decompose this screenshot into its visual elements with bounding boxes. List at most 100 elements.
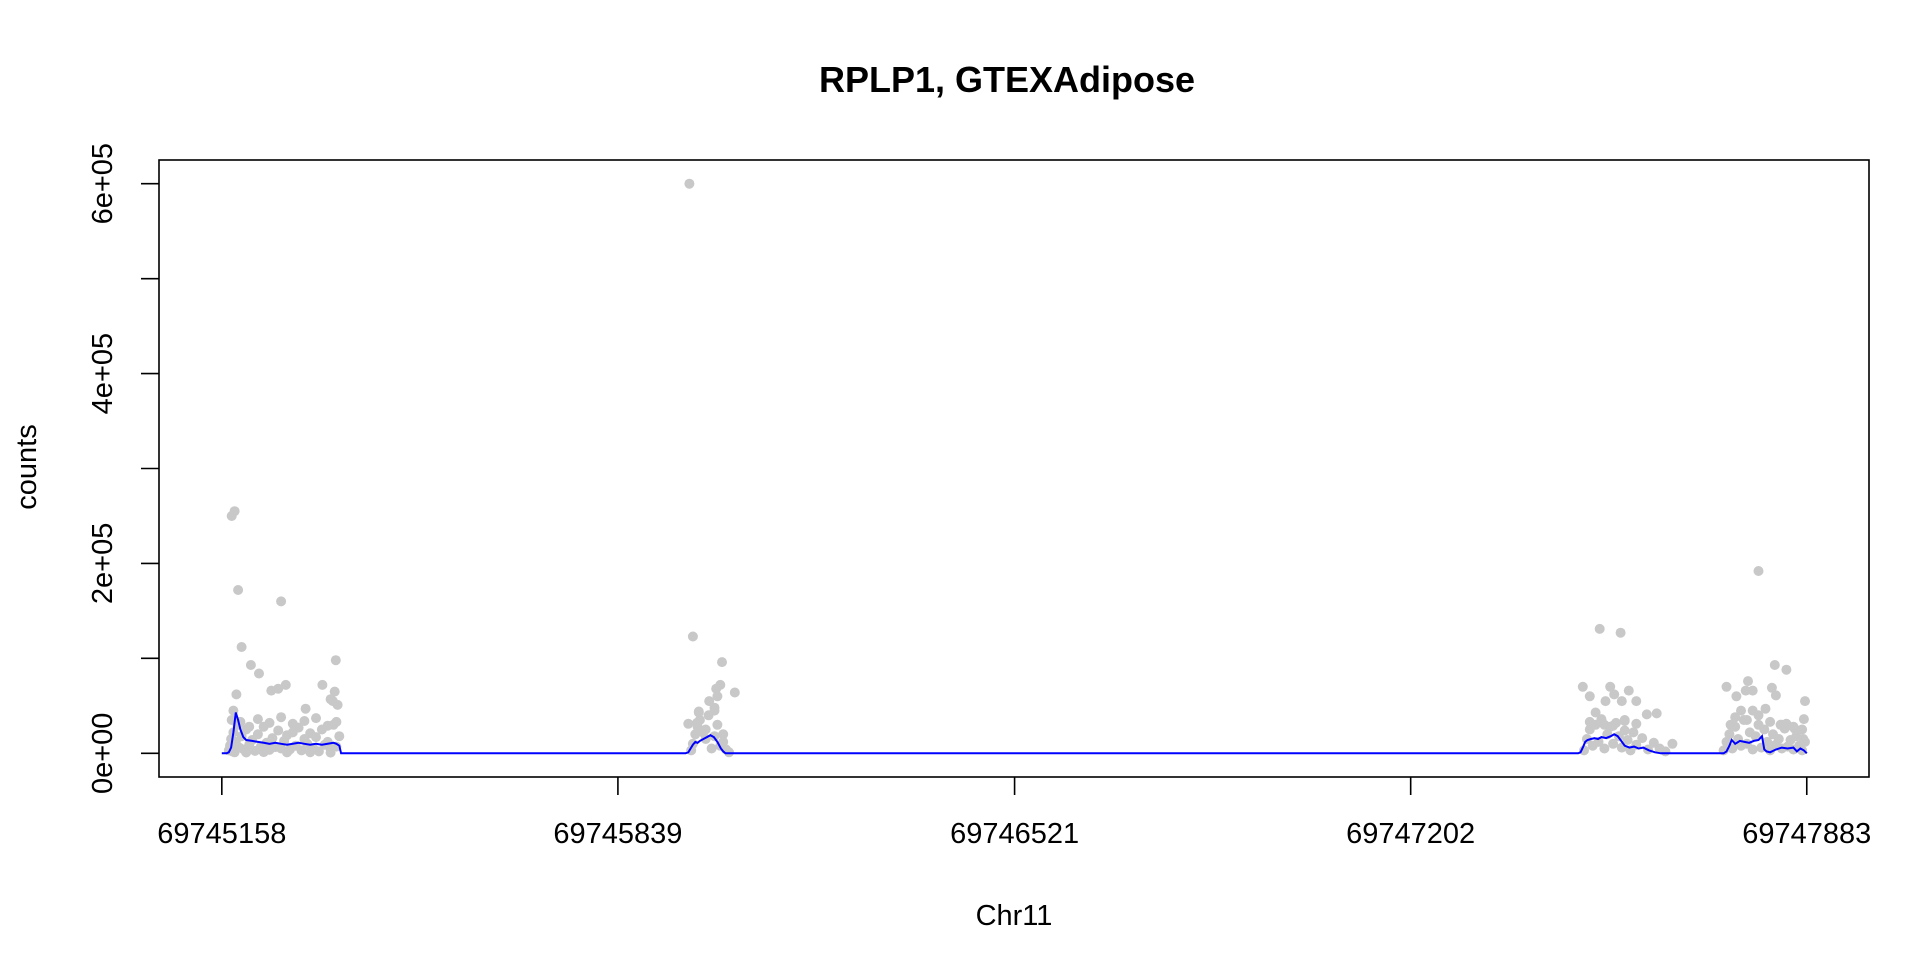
data-point (1721, 681, 1732, 692)
data-point (1781, 664, 1792, 675)
data-point (1750, 731, 1761, 742)
data-point (1798, 734, 1809, 744)
y-tick-label: 2e+05 (87, 523, 119, 604)
data-point (233, 585, 244, 595)
data-point (1608, 720, 1619, 731)
data-point (729, 687, 740, 698)
data-point (1594, 623, 1605, 634)
data-point (330, 655, 341, 666)
y-tick-label: 4e+05 (87, 333, 119, 414)
x-axis-label: Chr11 (976, 900, 1053, 932)
data-point (1599, 719, 1610, 730)
data-points (223, 178, 1810, 758)
data-point (1798, 714, 1809, 725)
data-point (1616, 696, 1627, 707)
data-point (1577, 681, 1588, 692)
data-point (709, 731, 720, 742)
data-point (313, 746, 324, 757)
data-point (1622, 735, 1633, 745)
x-axis: 69745158 69745839 69746521 69747202 69747883 (157, 777, 1871, 850)
data-point (690, 729, 701, 740)
data-point (712, 719, 723, 730)
data-point (1747, 705, 1758, 716)
data-point (317, 679, 328, 690)
data-point (1800, 696, 1810, 707)
data-point (687, 631, 698, 642)
data-point (280, 679, 291, 690)
data-point (1667, 738, 1678, 749)
chart-title: RPLP1, GTEXAdipose (819, 59, 1195, 100)
data-point (1769, 660, 1780, 670)
data-point (1605, 681, 1616, 692)
x-tick-label: 69747202 (1346, 818, 1475, 850)
x-tick-label: 69746521 (950, 818, 1079, 850)
data-point (258, 747, 269, 758)
data-point (1765, 716, 1776, 727)
data-point (1619, 715, 1630, 725)
data-point (712, 691, 723, 702)
data-point (1623, 685, 1634, 696)
data-point (241, 747, 252, 758)
data-point (1770, 690, 1781, 701)
data-point (1608, 738, 1619, 749)
data-point (322, 720, 333, 731)
data-point (300, 703, 311, 714)
data-point (231, 689, 242, 700)
data-point (692, 717, 702, 728)
data-point (244, 721, 255, 732)
data-point (296, 745, 307, 756)
data-point (1631, 718, 1642, 729)
data-point (252, 729, 263, 740)
data-point (1725, 719, 1736, 730)
data-point (254, 668, 264, 679)
data-point (717, 657, 727, 668)
data-point (282, 747, 292, 758)
data-point (1781, 718, 1792, 729)
data-point (1637, 733, 1648, 744)
data-point (264, 717, 275, 728)
data-point (1740, 685, 1751, 696)
data-point (1609, 689, 1620, 700)
data-point (325, 747, 336, 758)
x-tick-label: 69745158 (157, 818, 286, 850)
data-point (718, 736, 729, 747)
data-point (700, 724, 711, 735)
data-point (693, 706, 704, 717)
data-point (1753, 566, 1764, 576)
data-point (327, 696, 338, 707)
data-point (1628, 727, 1639, 738)
data-point (709, 702, 720, 713)
data-point (1741, 715, 1752, 725)
y-axis-label: counts (11, 424, 43, 509)
data-point (287, 718, 298, 729)
data-point (1731, 691, 1742, 702)
data-point (718, 729, 729, 740)
data-point (1730, 712, 1741, 723)
data-point (1724, 729, 1735, 740)
data-point (1584, 716, 1595, 727)
data-point (229, 747, 240, 758)
y-axis: 0e+00 2e+05 4e+05 6e+05 (87, 143, 159, 794)
data-point (311, 713, 321, 724)
data-point (715, 679, 726, 690)
data-point (1660, 746, 1671, 757)
data-point (229, 506, 240, 517)
data-point (1651, 708, 1662, 719)
data-point (276, 596, 287, 607)
data-point (1747, 685, 1758, 696)
data-point (1641, 709, 1652, 720)
y-tick-label: 6e+05 (87, 143, 119, 224)
data-point (684, 178, 695, 189)
data-point (706, 743, 717, 754)
data-point (1760, 703, 1771, 714)
data-point (267, 733, 278, 744)
data-point (1631, 696, 1642, 707)
data-point (1766, 682, 1777, 693)
data-point (273, 683, 284, 694)
data-point (1579, 745, 1589, 756)
data-point (311, 732, 321, 743)
data-point (683, 718, 694, 729)
data-point (1600, 696, 1611, 707)
smoothed-counts-line (221, 712, 1808, 755)
y-tick-label: 0e+00 (87, 713, 119, 794)
